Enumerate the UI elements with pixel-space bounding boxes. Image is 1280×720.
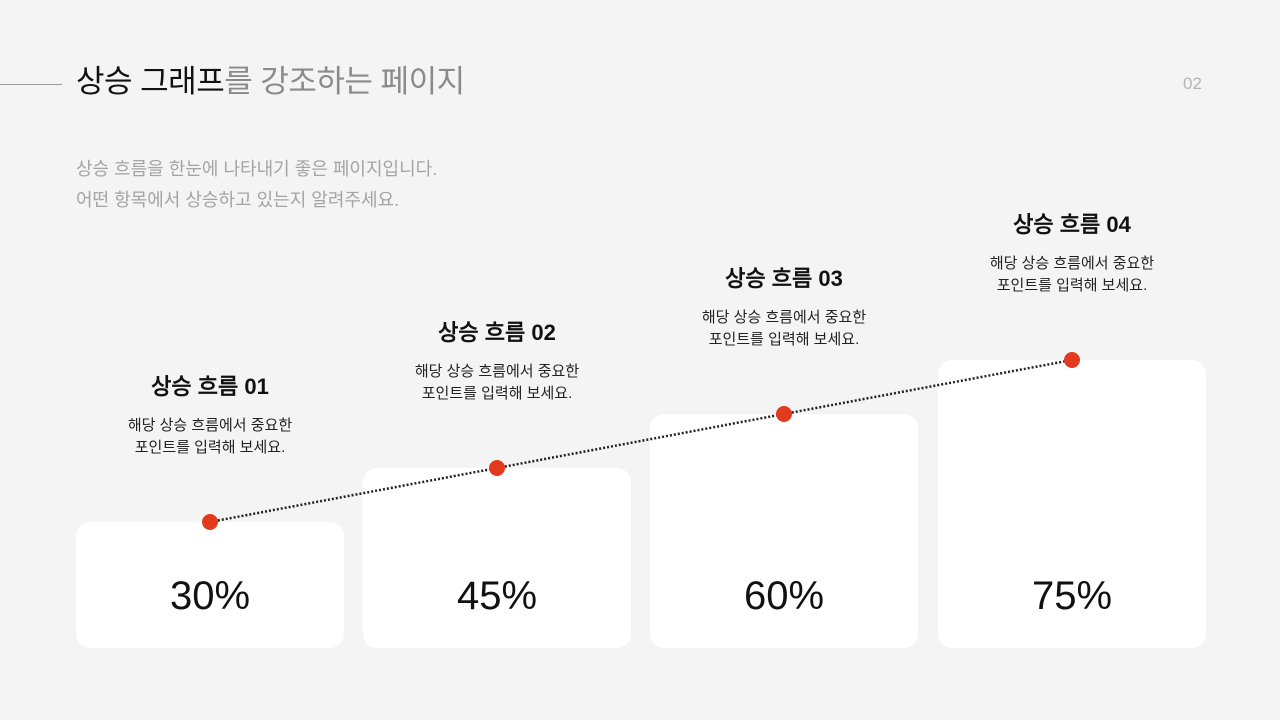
- description-line: 포인트를 입력해 보세요.: [134, 439, 286, 456]
- description-line: 해당 상승 흐름에서 중요한: [701, 309, 867, 326]
- description-line: 포인트를 입력해 보세요.: [996, 277, 1148, 294]
- title-rest: 를 강조하는 페이지: [224, 64, 465, 99]
- description-line: 포인트를 입력해 보세요.: [708, 331, 860, 348]
- data-point: [1064, 352, 1080, 368]
- bar-category-label: 상승 흐름 04: [1013, 212, 1131, 237]
- bar: [76, 522, 344, 648]
- data-point: [489, 460, 505, 476]
- bar-value-label: 60%: [743, 574, 825, 618]
- bar: [938, 360, 1206, 648]
- bar-category-label: 상승 흐름 01: [151, 374, 269, 399]
- description-line: 해당 상승 흐름에서 중요한: [414, 363, 580, 380]
- data-point: [202, 514, 218, 530]
- bar: [650, 414, 918, 648]
- bar-value-label: 45%: [456, 574, 538, 618]
- page-title: 상승 그래프를 강조하는 페이지: [76, 62, 465, 102]
- subtitle: 상승 흐름을 한눈에 나타내기 좋은 페이지입니다. 어떤 항목에서 상승하고 …: [76, 154, 437, 216]
- trend-line: [209, 358, 1073, 524]
- bar-category-label: 상승 흐름 03: [725, 266, 843, 291]
- bar-value-label: 75%: [1031, 574, 1113, 618]
- bar-value-label: 30%: [169, 574, 251, 618]
- description-line: 해당 상승 흐름에서 중요한: [127, 417, 293, 434]
- bar-category-label: 상승 흐름 02: [438, 320, 556, 345]
- page-number: 02: [1183, 74, 1202, 93]
- bar: [363, 468, 631, 648]
- description-line: 포인트를 입력해 보세요.: [421, 385, 573, 402]
- title-emphasis: 상승 그래프: [76, 64, 225, 99]
- description-line: 해당 상승 흐름에서 중요한: [989, 255, 1155, 272]
- subtitle-line: 어떤 항목에서 상승하고 있는지 알려주세요.: [76, 190, 400, 210]
- subtitle-line: 상승 흐름을 한눈에 나타내기 좋은 페이지입니다.: [76, 159, 438, 179]
- title-rule: [0, 84, 62, 85]
- data-point: [776, 406, 792, 422]
